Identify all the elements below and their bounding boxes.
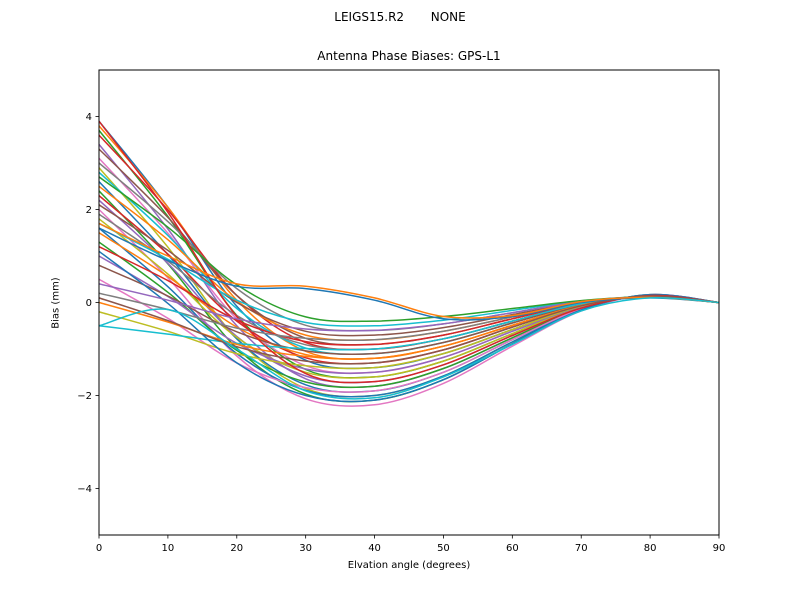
x-tick-label: 50 (437, 543, 450, 554)
x-tick-label: 30 (299, 543, 312, 554)
y-tick-label: 4 (86, 112, 92, 123)
series-line (99, 199, 719, 384)
x-tick-label: 10 (162, 543, 175, 554)
series-line (99, 296, 719, 400)
x-tick-label: 90 (713, 543, 726, 554)
series-line (99, 222, 719, 319)
series-line (99, 227, 719, 321)
x-tick-label: 70 (575, 543, 588, 554)
series-line (99, 180, 719, 393)
x-tick-label: 0 (96, 543, 102, 554)
x-tick-label: 40 (368, 543, 381, 554)
chart-title: Antenna Phase Biases: GPS-L1 (317, 49, 501, 63)
y-tick-label: 2 (86, 205, 92, 216)
series-line (99, 143, 719, 389)
series-lines (99, 120, 719, 407)
y-tick-label: 0 (86, 298, 92, 309)
figure-suptitle: LEIGS15.R2 NONE (334, 10, 466, 24)
x-tick-label: 60 (506, 543, 519, 554)
y-tick-label: −4 (77, 484, 92, 495)
x-axis-label: Elvation angle (degrees) (347, 560, 471, 571)
x-tick-label: 20 (230, 543, 243, 554)
axes-spines (98, 69, 720, 536)
series-line (99, 120, 719, 384)
y-tick-label: −2 (77, 391, 92, 402)
x-tick-label: 80 (644, 543, 657, 554)
